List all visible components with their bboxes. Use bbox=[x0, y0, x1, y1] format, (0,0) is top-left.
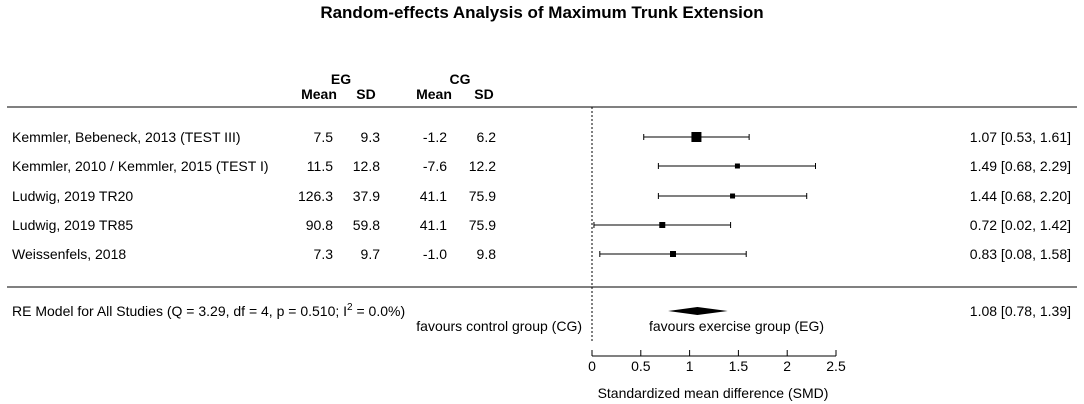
summary-label-sup: 2 bbox=[347, 302, 353, 313]
ci-text: 0.83 [0.08, 1.58] bbox=[970, 246, 1071, 262]
cg-sd-value: 12.2 bbox=[469, 158, 496, 174]
effect-square bbox=[659, 222, 666, 228]
x-tick-label: 2 bbox=[783, 358, 791, 374]
effect-square bbox=[734, 163, 740, 169]
cg-mean-header: Mean bbox=[416, 86, 452, 102]
summary-ci-text: 1.08 [0.78, 1.39] bbox=[970, 303, 1071, 319]
study-label: Ludwig, 2019 TR20 bbox=[12, 188, 133, 204]
x-axis: 0 0.5 1 1.5 2 2.5 bbox=[588, 350, 846, 374]
ci-text: 0.72 [0.02, 1.42] bbox=[970, 217, 1071, 233]
study-label: Weissenfels, 2018 bbox=[12, 246, 126, 262]
eg-mean-header: Mean bbox=[301, 86, 337, 102]
summary-label-prefix: RE Model for All Studies (Q = 3.29, df =… bbox=[12, 303, 347, 319]
ci-text: 1.44 [0.68, 2.20] bbox=[970, 188, 1071, 204]
x-tick-label: 0.5 bbox=[631, 358, 651, 374]
cg-sd-value: 75.9 bbox=[469, 217, 496, 233]
x-tick-label: 1 bbox=[686, 358, 694, 374]
cg-sd-value: 75.9 bbox=[469, 188, 496, 204]
effect-square bbox=[670, 251, 677, 257]
effect-square bbox=[730, 193, 736, 199]
eg-mean-value: 7.5 bbox=[314, 129, 334, 145]
study-label: Ludwig, 2019 TR85 bbox=[12, 217, 133, 233]
eg-sd-header: SD bbox=[356, 86, 375, 102]
summary-diamond bbox=[668, 307, 728, 315]
eg-sd-value: 37.9 bbox=[353, 188, 380, 204]
eg-mean-value: 11.5 bbox=[307, 158, 333, 174]
eg-sd-value: 12.8 bbox=[353, 158, 380, 174]
cg-sd-header: SD bbox=[474, 86, 493, 102]
study-rows: Kemmler, Bebeneck, 2013 (TEST III) 7.5 9.3… bbox=[12, 129, 1071, 262]
x-tick-label: 1.5 bbox=[729, 358, 749, 374]
eg-mean-value: 126.3 bbox=[298, 188, 333, 204]
study-row: Ludwig, 2019 TR85 90.8 59.8 41.1 75.9 0.72 [0… bbox=[12, 217, 1071, 233]
chart-title: Random-effects Analysis of Maximum Trunk… bbox=[320, 3, 763, 22]
study-label: Kemmler, 2010 / Kemmler, 2015 (TEST I) bbox=[12, 158, 269, 174]
ci-text: 1.49 [0.68, 2.29] bbox=[970, 158, 1071, 174]
favours-left-label: favours control group (CG) bbox=[416, 318, 582, 334]
x-tick-label: 2.5 bbox=[826, 358, 846, 374]
cg-mean-value: -7.6 bbox=[423, 158, 447, 174]
eg-sd-value: 59.8 bbox=[353, 217, 380, 233]
cg-group-header: CG bbox=[450, 71, 471, 87]
cg-mean-value: -1.0 bbox=[423, 246, 447, 262]
study-label: Kemmler, Bebeneck, 2013 (TEST III) bbox=[12, 129, 241, 145]
summary-label-suffix: = 0.0%) bbox=[353, 303, 406, 319]
cg-sd-value: 6.2 bbox=[477, 129, 497, 145]
summary-label: RE Model for All Studies (Q = 3.29, df =… bbox=[12, 302, 405, 319]
cg-sd-value: 9.8 bbox=[477, 246, 497, 262]
study-row: Kemmler, 2010 / Kemmler, 2015 (TEST I) 11… bbox=[12, 158, 1071, 174]
effect-square bbox=[691, 132, 702, 142]
cg-mean-value: 41.1 bbox=[420, 188, 447, 204]
ci-text: 1.07 [0.53, 1.61] bbox=[970, 129, 1071, 145]
eg-sd-value: 9.3 bbox=[361, 129, 381, 145]
cg-mean-value: -1.2 bbox=[423, 129, 447, 145]
x-axis-label: Standardized mean difference (SMD) bbox=[598, 385, 829, 401]
eg-mean-value: 90.8 bbox=[306, 217, 333, 233]
study-row: Ludwig, 2019 TR20 126.3 37.9 41.1 75.9 1.44 [… bbox=[12, 188, 1071, 204]
cg-mean-value: 41.1 bbox=[420, 217, 447, 233]
x-tick-label: 0 bbox=[588, 358, 596, 374]
study-row: Weissenfels, 2018 7.3 9.7 -1.0 9.8 0.83 [0.08… bbox=[12, 246, 1071, 262]
study-row: Kemmler, Bebeneck, 2013 (TEST III) 7.5 9.3… bbox=[12, 129, 1071, 145]
favours-right-label: favours exercise group (EG) bbox=[649, 318, 824, 334]
eg-group-header: EG bbox=[331, 71, 351, 87]
eg-mean-value: 7.3 bbox=[314, 246, 334, 262]
eg-sd-value: 9.7 bbox=[361, 246, 381, 262]
